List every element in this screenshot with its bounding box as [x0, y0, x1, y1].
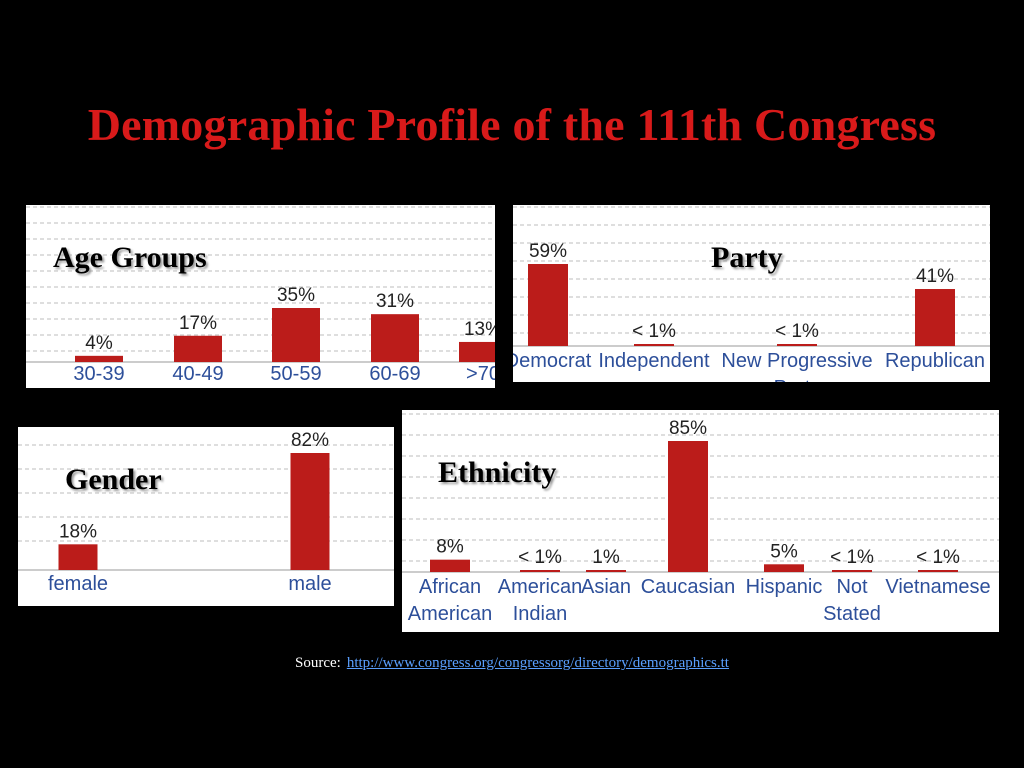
bar-vietnamese	[918, 570, 958, 572]
category-label: 50-59	[270, 363, 321, 385]
data-label: 18%	[59, 521, 97, 542]
bar-30-39	[75, 355, 123, 362]
category-label: African	[419, 576, 481, 598]
bar-independent	[634, 344, 674, 346]
data-label: < 1%	[830, 547, 874, 568]
bar-60-69	[371, 314, 419, 362]
bar-american-indian	[520, 570, 560, 572]
source-link[interactable]: http://www.congress.org/congressorg/dire…	[346, 655, 729, 671]
category-label: Caucasian	[641, 576, 736, 598]
category-label: Hispanic	[746, 576, 823, 598]
category-label: Indian	[513, 603, 568, 625]
data-label: 8%	[436, 537, 464, 558]
data-label: < 1%	[775, 321, 819, 342]
age-groups-title: Age Groups	[53, 241, 207, 274]
party-chart-svg: 59% Democrat < 1% Independent < 1% New Progre…	[513, 206, 990, 382]
source-line: Source: http://www.congress.org/congresso…	[0, 655, 1024, 672]
data-label: 5%	[770, 541, 798, 562]
age-groups-chart: 4% 30-39 17% 40-49 35% 50-59 31% 60-69 13% >70 Ag…	[26, 205, 495, 388]
category-label: Stated	[823, 603, 881, 625]
age-groups-chart-svg: 4% 30-39 17% 40-49 35% 50-59 31% 60-69 13% >70	[26, 206, 495, 385]
data-label: < 1%	[518, 547, 562, 568]
gender-chart: 18% female 82% male Gender	[18, 427, 394, 606]
party-title: Party	[711, 241, 783, 274]
category-label: American	[408, 603, 492, 625]
data-label: < 1%	[916, 547, 960, 568]
data-label: 85%	[669, 418, 707, 439]
data-label: 35%	[277, 285, 315, 306]
ethnicity-chart: 8% African American < 1% American Indian 1% Asi…	[402, 410, 999, 632]
bar-50-59	[272, 308, 320, 362]
bar-male	[290, 453, 330, 570]
source-label: Source:	[295, 655, 341, 671]
category-label: Independent	[598, 350, 710, 372]
ethnicity-title: Ethnicity	[438, 456, 557, 489]
bar-40-49	[174, 335, 222, 362]
category-label: 30-39	[73, 363, 124, 385]
data-label: 31%	[376, 291, 414, 312]
category-label: 40-49	[172, 363, 223, 385]
ethnicity-chart-svg: 8% African American < 1% American Indian 1% Asi…	[402, 413, 999, 625]
bar-african-american	[430, 559, 470, 572]
data-label: 1%	[592, 547, 620, 568]
data-label: < 1%	[632, 321, 676, 342]
category-label: Vietnamese	[885, 576, 990, 598]
category-label: Not	[836, 576, 868, 598]
bar-asian	[586, 570, 626, 572]
data-label: 59%	[529, 241, 567, 262]
data-label: 41%	[916, 266, 954, 287]
slide-title: Demographic Profile of the 111th Congres…	[87, 99, 937, 150]
category-label: Democrat	[513, 350, 592, 372]
gender-title: Gender	[65, 463, 162, 496]
category-label: New Progressive	[721, 350, 872, 372]
bar-new-progressive-party	[777, 344, 817, 346]
bar-not-stated	[832, 570, 872, 572]
data-label: 4%	[85, 333, 113, 354]
category-label: Asian	[581, 576, 631, 598]
bar-female	[58, 544, 98, 570]
data-label: 13%	[464, 319, 495, 340]
category-label: >70	[466, 363, 495, 385]
category-label: Republican	[885, 350, 985, 372]
bar-hispanic	[764, 564, 804, 572]
bar-republican	[915, 289, 955, 346]
bar--70	[459, 341, 495, 362]
category-label: male	[288, 573, 331, 595]
category-label: Party	[774, 377, 821, 382]
category-label: American	[498, 576, 582, 598]
data-label: 17%	[179, 313, 217, 334]
bar-caucasian	[668, 441, 708, 572]
category-label: 60-69	[369, 363, 420, 385]
data-label: 82%	[291, 430, 329, 451]
bar-democrat	[528, 264, 568, 346]
gender-chart-svg: 18% female 82% male	[18, 430, 394, 595]
category-label: female	[48, 573, 108, 595]
party-chart: 59% Democrat < 1% Independent < 1% New Progre…	[513, 205, 990, 382]
